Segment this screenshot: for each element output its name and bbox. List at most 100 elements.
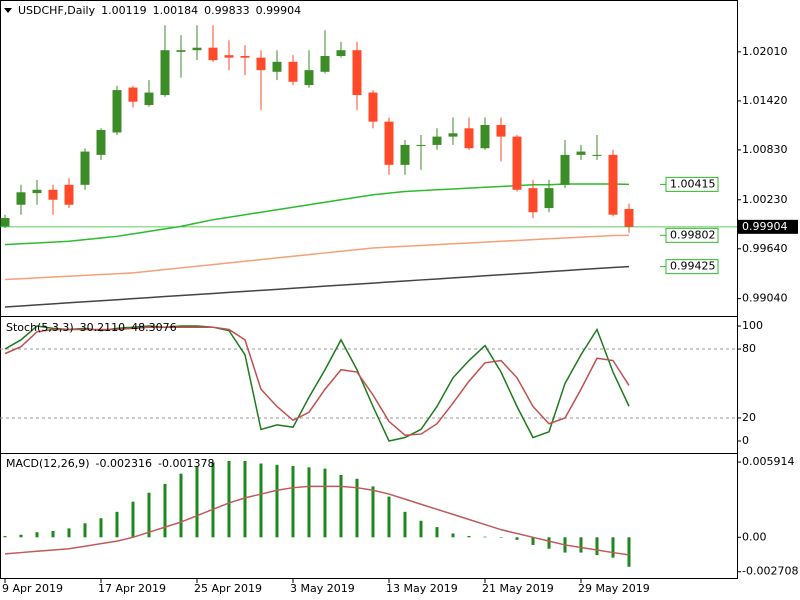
macd-bar <box>147 492 151 538</box>
macd-bar <box>451 533 455 538</box>
x-tick-label: 25 Apr 2019 <box>194 582 262 595</box>
candle-body <box>240 56 250 58</box>
candle-body <box>352 50 362 96</box>
macd-bar <box>499 537 503 538</box>
header-text: 48.3076 <box>131 321 177 334</box>
candle-body <box>80 151 90 185</box>
candle-body <box>144 92 154 106</box>
macd-bar <box>435 527 439 538</box>
macd-bar <box>163 483 167 538</box>
candle-body <box>192 47 202 51</box>
y-tick-label: 1.00830 <box>742 143 788 156</box>
candle-body <box>384 121 394 165</box>
y-tick-label: 1.00230 <box>742 193 788 206</box>
macd-bar <box>243 460 247 538</box>
macd-bar <box>3 536 7 538</box>
moving-average <box>4 183 630 246</box>
x-tick-label: 17 Apr 2019 <box>98 582 166 595</box>
macd-bar <box>131 501 135 538</box>
candle-body <box>304 70 314 86</box>
header-text: -0.001378 <box>158 457 214 470</box>
candle-body <box>336 50 346 57</box>
macd-bar <box>595 537 599 556</box>
candle-body <box>160 50 170 96</box>
macd-bar <box>355 478 359 538</box>
header-text: MACD(12,26,9) <box>6 457 90 470</box>
candle-body <box>576 151 586 155</box>
macd-bar <box>467 536 471 538</box>
x-tick-label: 21 May 2019 <box>482 582 554 595</box>
candle-body <box>560 154 570 185</box>
y-tick-label: -0.002708 <box>742 565 798 578</box>
menu-triangle[interactable] <box>4 8 12 13</box>
y-tick-label: 0.99040 <box>742 292 788 305</box>
y-tick-label: 0.99640 <box>742 242 788 255</box>
candle-body <box>512 136 522 190</box>
macd-bar <box>291 466 295 538</box>
candle-body <box>224 55 234 58</box>
ma-tag-box <box>665 227 719 243</box>
plot-frame <box>0 0 738 579</box>
macd-bar <box>483 536 487 538</box>
macd-bar <box>35 532 39 538</box>
candle-body <box>480 124 490 149</box>
macd-bar <box>371 486 375 538</box>
macd-bar <box>387 496 391 538</box>
header-text: Stoch(5,3,3) <box>6 321 74 334</box>
candle-body <box>288 61 298 82</box>
header-text: 0.99833 <box>204 4 250 17</box>
ma-tag-label: 0.99425 <box>670 260 716 273</box>
y-tick-label: 1.01420 <box>742 94 788 107</box>
header-text: USDCHF,Daily <box>18 4 96 17</box>
macd-bar <box>115 511 119 538</box>
header-text: -0.002316 <box>96 457 152 470</box>
x-tick-label: 9 Apr 2019 <box>2 582 63 595</box>
macd-bar <box>611 537 615 558</box>
macd-bar <box>275 464 279 538</box>
candle-body <box>528 188 538 213</box>
macd-bar <box>339 474 343 538</box>
macd-bar <box>211 462 215 538</box>
y-tick-label: 80 <box>742 342 756 355</box>
header-text: 30.2110 <box>80 321 126 334</box>
candle-body <box>448 133 458 137</box>
candle-body <box>608 154 618 215</box>
macd-bar <box>419 520 423 538</box>
signal-line <box>4 485 630 556</box>
candle-body <box>416 144 426 146</box>
candle-body <box>592 154 602 156</box>
candle-body <box>624 208 634 227</box>
current-price-box <box>737 219 798 234</box>
stoch-line <box>4 326 630 436</box>
macd-bar <box>307 467 311 538</box>
x-tick-label: 29 May 2019 <box>578 582 650 595</box>
current-price-label: 0.99904 <box>742 220 788 233</box>
y-tick-label: 0.00 <box>742 530 767 543</box>
candle-body <box>272 61 282 72</box>
macd-bar <box>579 537 583 553</box>
candle-body <box>496 124 506 137</box>
y-tick-label: 0.005914 <box>742 455 795 468</box>
candle-body <box>64 184 74 205</box>
ma-tag-label: 0.99802 <box>670 228 716 241</box>
macd-bar <box>259 463 263 538</box>
macd-bar <box>67 528 71 538</box>
macd-bar <box>531 537 535 545</box>
candle-body <box>128 87 138 102</box>
candle-body <box>208 47 218 61</box>
x-tick-label: 13 May 2019 <box>386 582 458 595</box>
macd-bar <box>99 518 103 538</box>
ma-tag-box <box>665 259 719 275</box>
y-tick-label: 1.02010 <box>742 45 788 58</box>
candle-body <box>368 92 378 122</box>
moving-average <box>4 234 630 281</box>
y-tick-label: 100 <box>742 319 763 332</box>
candle-body <box>432 136 442 145</box>
macd-bar <box>195 466 199 538</box>
candle-body <box>32 189 42 194</box>
candle-body <box>112 90 122 133</box>
macd-bar <box>515 537 519 540</box>
candle-body <box>256 57 266 71</box>
macd-bar <box>403 511 407 538</box>
